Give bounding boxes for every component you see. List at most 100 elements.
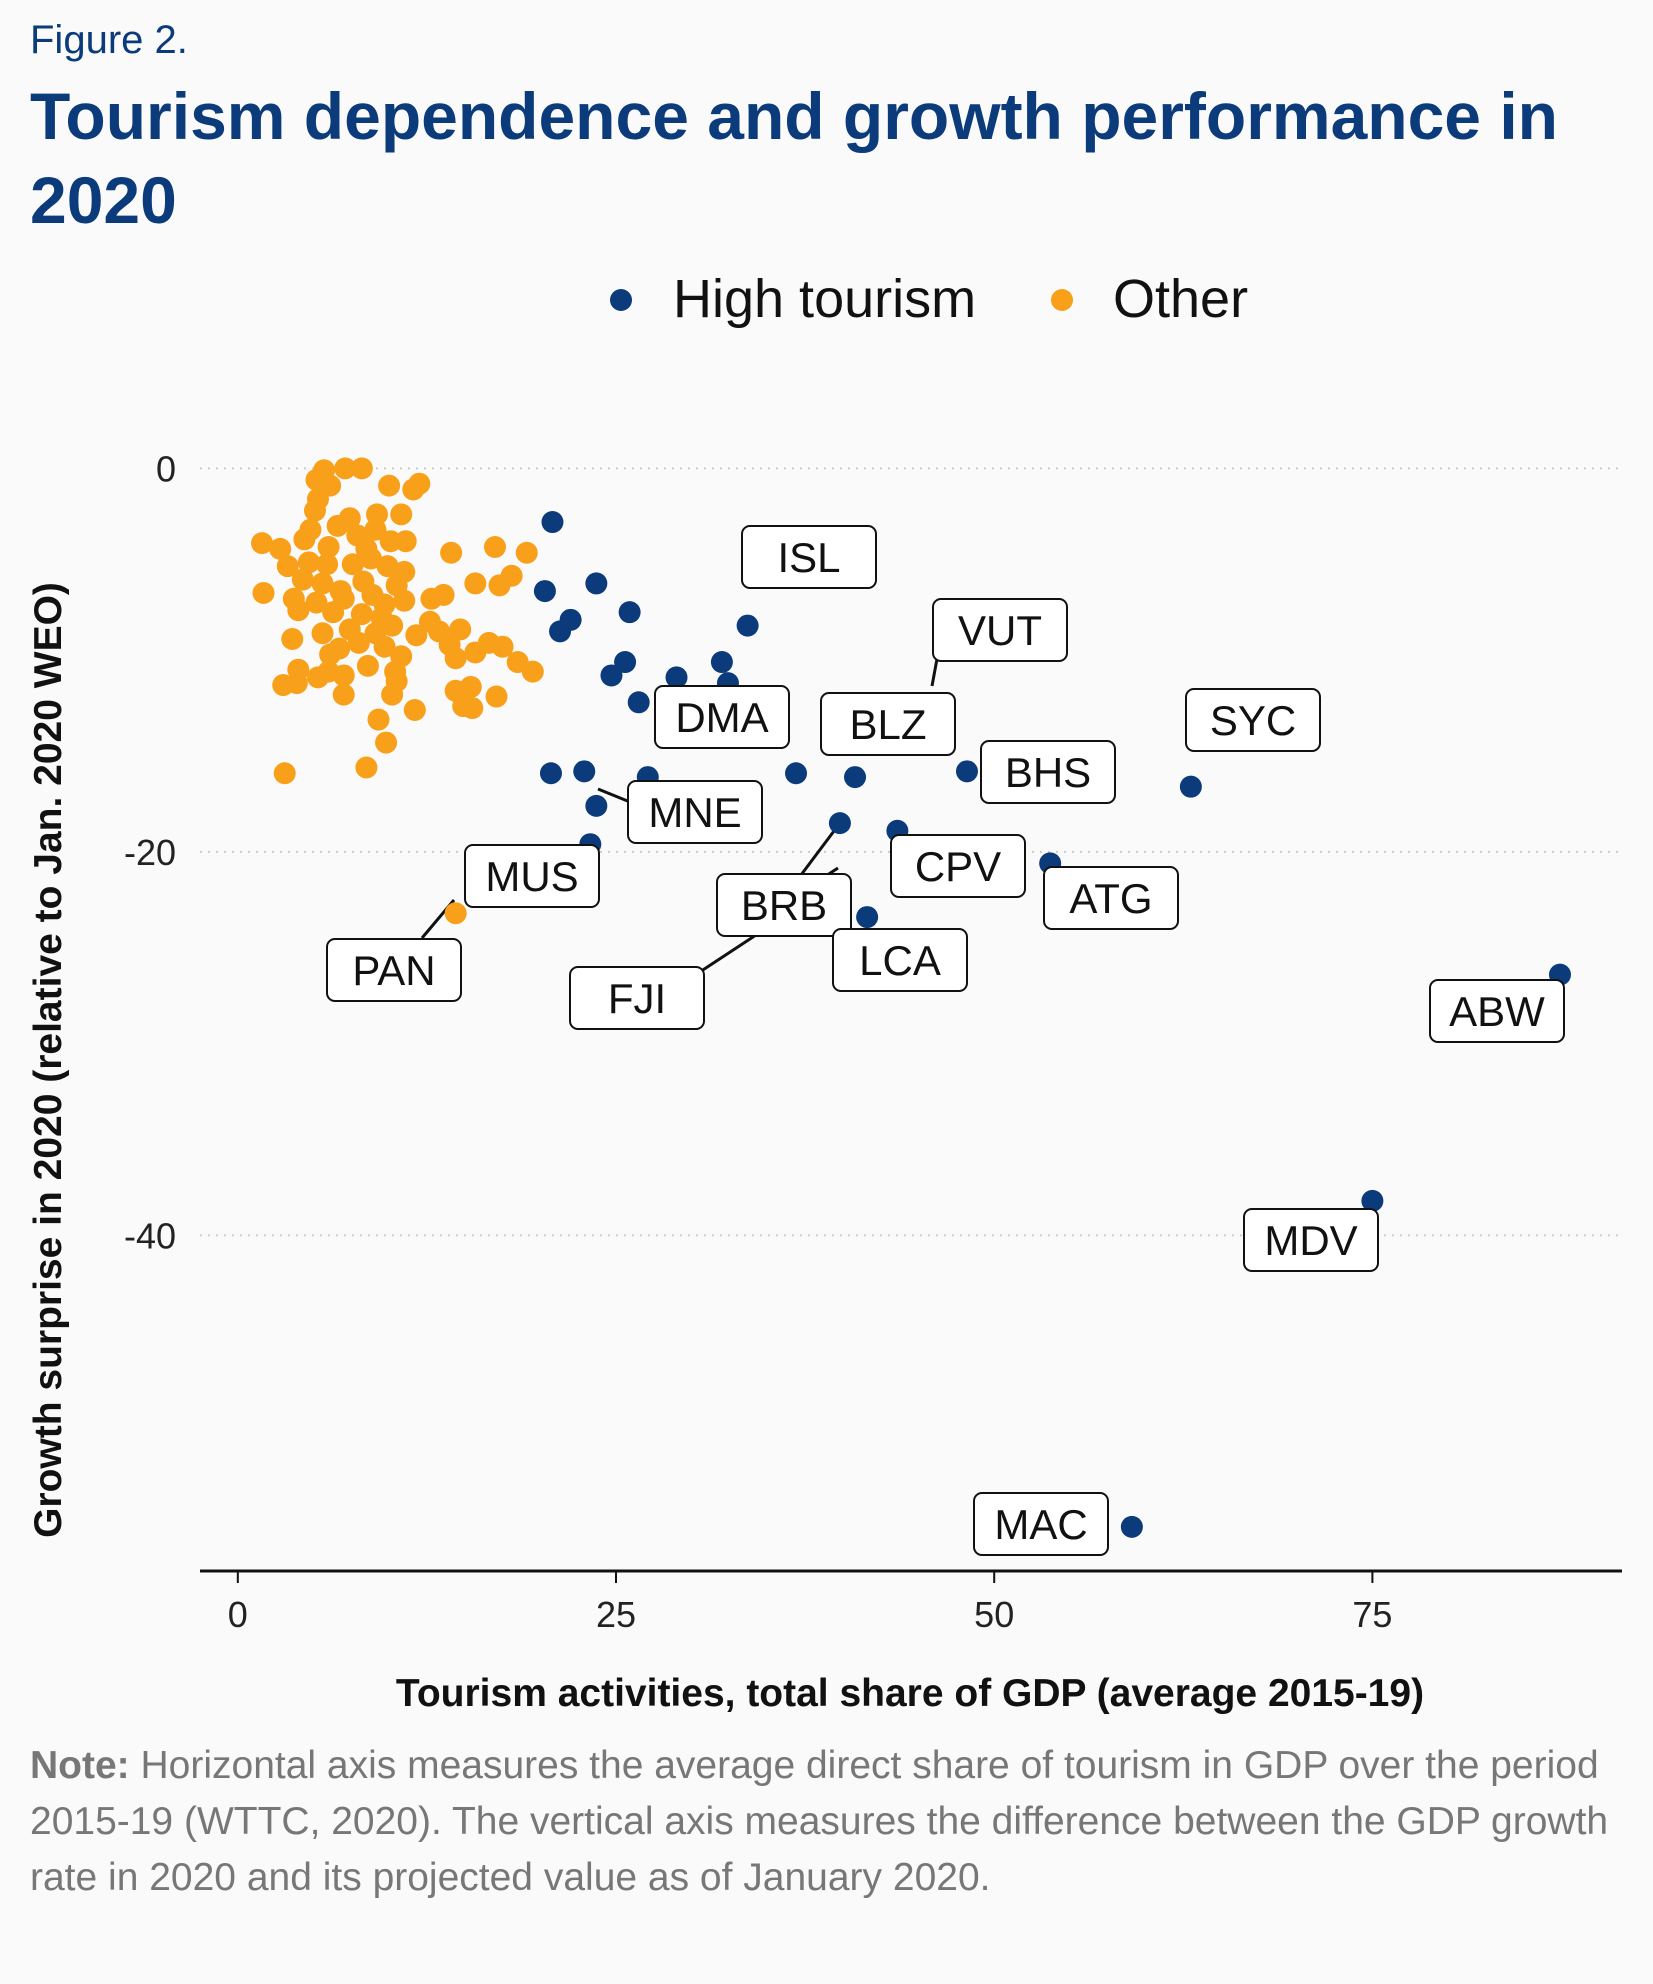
label-brb: BRB bbox=[716, 873, 852, 937]
label-box bbox=[627, 780, 763, 844]
leader-line bbox=[597, 787, 631, 804]
data-point bbox=[485, 685, 508, 708]
data-point bbox=[379, 530, 402, 553]
label-box bbox=[569, 966, 705, 1030]
label-text: MUS bbox=[485, 853, 578, 900]
legend-marker-other bbox=[1051, 289, 1073, 311]
legend: High tourism Other bbox=[610, 269, 1248, 329]
data-point bbox=[541, 511, 564, 534]
data-point bbox=[461, 697, 484, 720]
label-atg: ATG bbox=[1043, 866, 1179, 930]
data-point bbox=[1120, 1515, 1143, 1538]
data-points bbox=[251, 457, 1571, 1538]
label-box bbox=[973, 1492, 1109, 1556]
figure-label: Figure 2. bbox=[30, 18, 188, 62]
data-point bbox=[285, 672, 308, 695]
label-text: SYC bbox=[1210, 697, 1296, 744]
data-point bbox=[297, 551, 320, 574]
data-point bbox=[359, 547, 382, 570]
legend-marker-high-tourism bbox=[610, 289, 632, 311]
y-tick-label: 0 bbox=[156, 448, 176, 489]
data-point bbox=[533, 580, 556, 603]
scatter-chart: High tourism Other 0 -20 -40 0 25 50 75 ISL VUT S… bbox=[27, 269, 1622, 1715]
data-point bbox=[381, 614, 404, 637]
label-abw: ABW bbox=[1429, 979, 1565, 1043]
data-point bbox=[356, 654, 379, 677]
label-text: ABW bbox=[1449, 988, 1545, 1035]
label-cpv: CPV bbox=[890, 834, 1026, 898]
label-box bbox=[654, 685, 790, 749]
data-point bbox=[341, 553, 364, 576]
data-point bbox=[347, 631, 370, 654]
data-point bbox=[276, 555, 299, 578]
data-point bbox=[303, 499, 326, 522]
data-point bbox=[464, 572, 487, 595]
label-mus: MUS bbox=[464, 844, 600, 908]
data-point bbox=[500, 564, 523, 587]
data-point bbox=[585, 794, 608, 817]
data-point bbox=[539, 762, 562, 785]
data-point bbox=[293, 528, 316, 551]
label-box bbox=[980, 740, 1116, 804]
label-text: VUT bbox=[958, 607, 1042, 654]
data-point bbox=[627, 691, 650, 714]
data-point bbox=[585, 572, 608, 595]
label-box bbox=[1243, 1208, 1379, 1272]
legend-label: Other bbox=[1113, 269, 1248, 329]
data-point bbox=[316, 553, 339, 576]
data-point bbox=[394, 530, 417, 553]
data-point bbox=[459, 675, 482, 698]
label-text: BRB bbox=[741, 882, 827, 929]
x-tick-label: 50 bbox=[974, 1594, 1014, 1635]
data-point bbox=[828, 812, 851, 835]
label-box bbox=[932, 598, 1068, 662]
data-point bbox=[373, 635, 396, 658]
data-point bbox=[440, 541, 463, 564]
label-box bbox=[820, 692, 956, 756]
x-tick-label: 0 bbox=[228, 1594, 248, 1635]
x-tick-label: 75 bbox=[1352, 1594, 1392, 1635]
data-point bbox=[549, 620, 572, 643]
x-tick-label: 25 bbox=[596, 1594, 636, 1635]
data-point bbox=[375, 731, 398, 754]
note: Note: Horizontal axis measures the avera… bbox=[30, 1738, 1630, 1906]
label-mac: MAC bbox=[973, 1492, 1109, 1556]
data-point bbox=[390, 503, 413, 526]
label-bhs: BHS bbox=[980, 740, 1116, 804]
data-point bbox=[287, 599, 310, 622]
label-box bbox=[464, 844, 600, 908]
data-point bbox=[710, 651, 733, 674]
data-point bbox=[252, 582, 275, 604]
data-point bbox=[311, 622, 334, 645]
label-text: BHS bbox=[1005, 749, 1091, 796]
data-point bbox=[1179, 775, 1202, 798]
axes: 0 -20 -40 0 25 50 75 bbox=[124, 448, 1622, 1635]
data-point bbox=[1361, 1189, 1384, 1212]
data-point bbox=[736, 614, 759, 637]
data-point bbox=[355, 756, 378, 779]
data-point bbox=[483, 535, 506, 558]
data-point bbox=[332, 664, 355, 687]
data-point bbox=[305, 591, 328, 614]
data-point bbox=[317, 535, 340, 558]
data-point bbox=[273, 762, 296, 785]
data-point bbox=[326, 514, 349, 537]
label-text: MAC bbox=[994, 1501, 1087, 1548]
data-point bbox=[402, 478, 425, 501]
data-point bbox=[364, 518, 387, 541]
data-point bbox=[491, 635, 514, 658]
data-point bbox=[515, 541, 538, 564]
note-label: Note: bbox=[30, 1744, 130, 1787]
data-point bbox=[376, 555, 399, 578]
label-box bbox=[832, 928, 968, 992]
data-point bbox=[393, 589, 416, 612]
data-point bbox=[403, 698, 426, 721]
data-point bbox=[291, 568, 314, 591]
label-box bbox=[326, 938, 462, 1002]
label-vut: VUT bbox=[932, 598, 1068, 662]
data-point bbox=[618, 601, 641, 624]
data-point bbox=[600, 664, 623, 687]
y-tick-label: -20 bbox=[124, 832, 176, 873]
label-blz: BLZ bbox=[820, 692, 956, 756]
y-tick-label: -40 bbox=[124, 1215, 176, 1256]
